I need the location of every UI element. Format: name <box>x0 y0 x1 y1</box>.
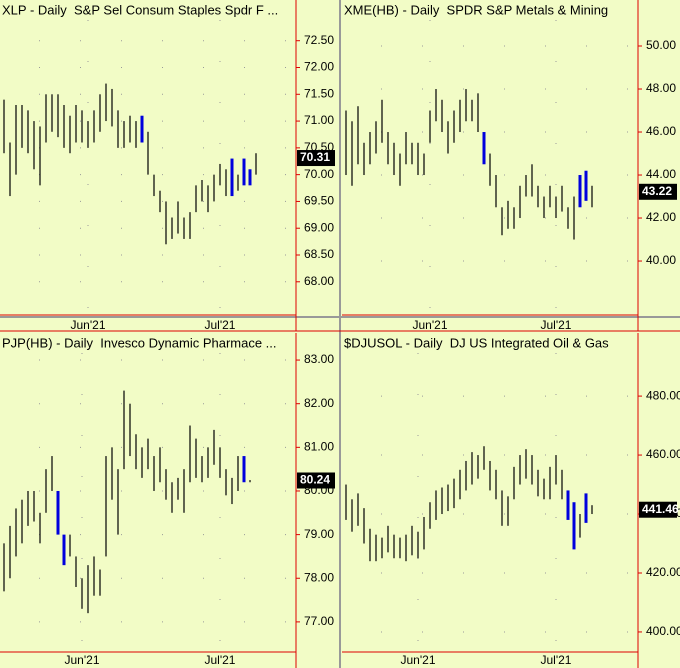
x-tick-label: Jun'21 <box>401 653 436 667</box>
last-price-box <box>639 501 677 518</box>
x-tick-label: Jul'21 <box>541 653 572 667</box>
last-price-label: 80.24 <box>300 473 330 487</box>
chart-title: $DJUSOL - Daily DJ US Integrated Oil & G… <box>344 335 609 350</box>
y-tick-label: 420.00 <box>646 565 680 579</box>
y-tick-label: 480.00 <box>646 388 680 402</box>
y-tick-label: 50.00 <box>646 38 676 52</box>
last-price-label: 43.22 <box>642 184 672 198</box>
y-tick-label: 71.00 <box>304 113 334 127</box>
y-tick-label: 81.00 <box>304 440 334 454</box>
chart-title: PJP(HB) - Daily Invesco Dynamic Pharmace… <box>2 335 277 350</box>
y-tick-label: 72.00 <box>304 60 334 74</box>
y-tick-label: 44.00 <box>646 167 676 181</box>
y-tick-label: 77.00 <box>304 614 334 628</box>
last-price-box <box>639 183 677 200</box>
y-tick-label: 69.00 <box>304 220 334 234</box>
y-tick-label: 78.00 <box>304 570 334 584</box>
y-tick-label: 69.50 <box>304 194 334 208</box>
y-tick-label: 42.00 <box>646 210 676 224</box>
y-tick-label: 79.00 <box>304 527 334 541</box>
y-tick-label: 460.00 <box>646 447 680 461</box>
last-price-label: 70.31 <box>300 150 330 164</box>
chart-title: XME(HB) - Daily SPDR S&P Metals & Mining <box>344 2 608 17</box>
x-tick-label: Jun'21 <box>413 318 448 332</box>
last-price-box <box>297 472 335 489</box>
y-tick-label: 40.00 <box>646 253 676 267</box>
y-tick-label: 83.00 <box>304 352 334 366</box>
x-tick-label: Jun'21 <box>71 318 106 332</box>
y-tick-label: 71.50 <box>304 86 334 100</box>
chart-title: XLP - Daily S&P Sel Consum Staples Spdr … <box>2 2 278 17</box>
y-tick-label: 82.00 <box>304 396 334 410</box>
x-tick-label: Jun'21 <box>65 653 100 667</box>
x-tick-label: Jul'21 <box>205 318 236 332</box>
y-tick-label: 46.00 <box>646 124 676 138</box>
last-price-box <box>297 150 335 167</box>
x-tick-label: Jul'21 <box>205 653 236 667</box>
y-tick-label: 48.00 <box>646 81 676 95</box>
y-tick-label: 68.00 <box>304 274 334 288</box>
x-tick-label: Jul'21 <box>541 318 572 332</box>
last-price-label: 441.46 <box>642 502 679 516</box>
y-tick-label: 68.50 <box>304 247 334 261</box>
y-tick-label: 400.00 <box>646 624 680 638</box>
y-tick-label: 72.50 <box>304 33 334 47</box>
y-tick-label: 70.00 <box>304 167 334 181</box>
